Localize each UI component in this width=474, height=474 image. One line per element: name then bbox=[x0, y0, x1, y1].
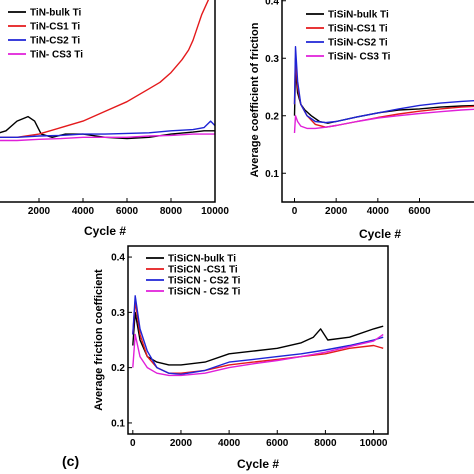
panel-b-legend-label: TiSiN-CS1 Ti bbox=[328, 24, 388, 35]
panel-b-series-line-2 bbox=[293, 46, 474, 124]
panel-c-xtick-label: 10000 bbox=[360, 438, 388, 449]
panel-a-frame bbox=[0, 0, 216, 203]
panel-c-legend-label: TiSiCN - CS2 Ti bbox=[168, 287, 241, 298]
panel-a-xlabel: Cycle # bbox=[84, 224, 126, 238]
panel-c-legend-label: TiSiCN - CS2 Ti bbox=[168, 276, 241, 287]
panel-a-legend-label: TiN-CS1 Ti bbox=[30, 22, 80, 33]
panel-c-ytick-label: 0.2 bbox=[111, 363, 125, 374]
panel-c-xtick-label: 0 bbox=[130, 438, 136, 449]
panel-b-ytick-label: 0.3 bbox=[265, 54, 279, 65]
panel-a: 2000 4000 6000 8000 10000 Cycle # TiN-bulk T… bbox=[0, 0, 229, 238]
panel-b-legend-label: TiSiN-bulk Ti bbox=[328, 10, 389, 21]
panel-c-series-line-1 bbox=[132, 300, 384, 374]
panel-b-series-line-3 bbox=[293, 108, 474, 134]
panel-c-series-line-0 bbox=[132, 311, 384, 366]
panel-a-ticks: 2000 4000 6000 8000 10000 bbox=[28, 198, 229, 217]
panel-a-xtick-label: 10000 bbox=[201, 206, 229, 217]
panel-a-legend-label: TiN-CS2 Ti bbox=[30, 36, 80, 47]
panel-c-xtick-label: 8000 bbox=[314, 438, 337, 449]
panel-b-series-line-0 bbox=[293, 68, 474, 124]
panel-b-ytick-label: 0.2 bbox=[265, 111, 279, 122]
panel-c-series-line-3 bbox=[132, 333, 384, 377]
panel-a-series-line-2 bbox=[0, 120, 215, 139]
panel-b-xtick-label: 2000 bbox=[325, 206, 348, 217]
panel-a-series-line-3 bbox=[0, 133, 215, 142]
panel-c-frame bbox=[127, 245, 389, 435]
panel-b-ytick-label: 0.1 bbox=[265, 169, 279, 180]
panel-c-ytick-label: 0.1 bbox=[111, 418, 125, 429]
panel-a-legend-label: TiN- CS3 Ti bbox=[30, 50, 83, 61]
panel-b-legend-label: TiSiN- CS3 Ti bbox=[328, 52, 391, 63]
panel-b-xtick-label: 6000 bbox=[408, 206, 431, 217]
panel-b-legend: TiSiN-bulk Ti TiSiN-CS1 Ti TiSiN-CS2 Ti TiS… bbox=[306, 10, 391, 63]
panel-a-xtick-label: 2000 bbox=[28, 206, 51, 217]
panel-a-legend-label: TiN-bulk Ti bbox=[30, 8, 82, 19]
panel-c-series bbox=[132, 295, 384, 377]
panel-c-ytick-label: 0.4 bbox=[111, 253, 125, 264]
panel-c-xlabel: Cycle # bbox=[237, 457, 279, 471]
panel-c-legend-label: TiSiCN -CS1 Ti bbox=[168, 265, 238, 276]
panel-b-series bbox=[293, 46, 474, 134]
panel-c-xtick-label: 4000 bbox=[218, 438, 241, 449]
panel-b-frame bbox=[281, 0, 474, 203]
panel-b-ytick-label: 0.4 bbox=[265, 0, 279, 7]
panel-a-xtick-label: 8000 bbox=[160, 206, 183, 217]
panel-c-series-line-2 bbox=[132, 295, 384, 375]
panel-c-legend-label: TiSiCN-bulk Ti bbox=[168, 254, 236, 265]
panel-b-xtick-label: 4000 bbox=[367, 206, 390, 217]
panel-a-series-line-1 bbox=[0, 0, 210, 139]
panel-c-ylabel: Average friction coefficient bbox=[93, 269, 105, 411]
panel-b-xlabel: Cycle # bbox=[359, 227, 401, 241]
panel-c-xtick-label: 6000 bbox=[266, 438, 289, 449]
panel-c-ticks: 0 2000 4000 6000 8000 10000 0.1 0.2 0.3 0.4 bbox=[111, 253, 388, 449]
panel-b-ylabel: Average coefficient of friction bbox=[249, 22, 261, 177]
panel-a-legend: TiN-bulk Ti TiN-CS1 Ti TiN-CS2 Ti TiN- CS3 … bbox=[8, 8, 83, 61]
panel-b: 0 2000 4000 6000 0.1 0.2 0.3 0.4 Cycle # Averag… bbox=[249, 0, 474, 241]
panel-b-xtick-label: 0 bbox=[292, 206, 298, 217]
panel-a-series bbox=[0, 0, 215, 142]
panel-c-xtick-label: 2000 bbox=[170, 438, 193, 449]
panel-b-ticks: 0 2000 4000 6000 0.1 0.2 0.3 0.4 bbox=[265, 0, 431, 217]
panel-c-ytick-label: 0.3 bbox=[111, 308, 125, 319]
panel-a-xtick-label: 4000 bbox=[72, 206, 95, 217]
panel-b-legend-label: TiSiN-CS2 Ti bbox=[328, 38, 388, 49]
panel-c-label: (c) bbox=[62, 453, 79, 469]
panel-a-xtick-label: 6000 bbox=[116, 206, 139, 217]
panel-c: 0 2000 4000 6000 8000 10000 0.1 0.2 0.3 0.4 Cycle… bbox=[62, 245, 389, 471]
